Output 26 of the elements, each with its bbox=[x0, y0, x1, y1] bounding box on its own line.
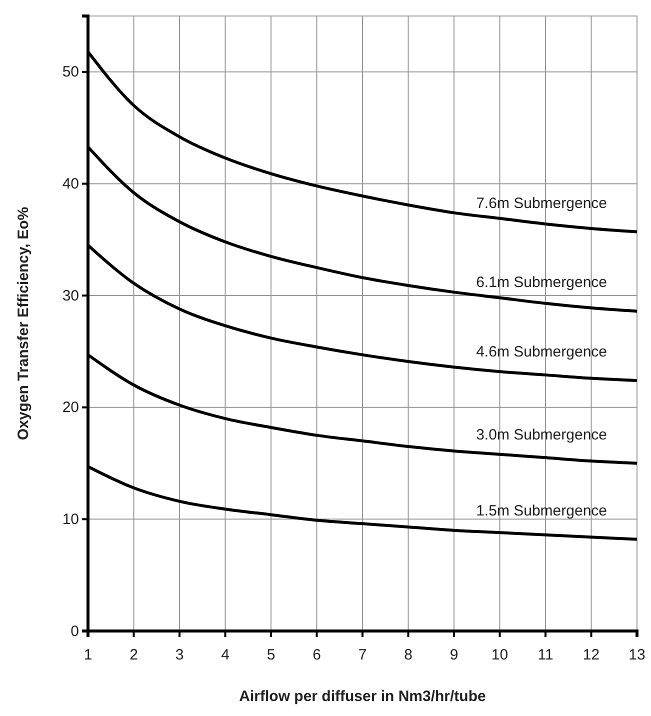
x-axis-title: Airflow per diffuser in Nm3/hr/tube bbox=[239, 688, 486, 705]
y-tick-label: 30 bbox=[62, 287, 79, 304]
x-tick-label: 5 bbox=[266, 646, 276, 664]
x-tick-label: 10 bbox=[491, 646, 508, 664]
series-label: 7.6m Submergence bbox=[476, 194, 607, 212]
x-tick-label: 6 bbox=[312, 646, 321, 664]
y-tick-label: 20 bbox=[62, 399, 79, 416]
series-label: 3.0m Submergence bbox=[476, 426, 607, 444]
x-tick-label: 4 bbox=[221, 646, 230, 664]
y-tick-label: 40 bbox=[62, 176, 79, 193]
y-tick-label: 50 bbox=[62, 64, 79, 81]
series-label: 1.5m Submergence bbox=[476, 502, 607, 520]
x-tick-label: 1 bbox=[84, 646, 92, 664]
y-tick-label: 0 bbox=[70, 622, 79, 640]
x-tick-label: 13 bbox=[628, 646, 646, 664]
y-tick-label: 10 bbox=[62, 510, 79, 528]
series-label: 4.6m Submergence bbox=[476, 344, 607, 361]
x-tick-label: 12 bbox=[582, 646, 600, 664]
x-tick-label: 2 bbox=[130, 646, 138, 664]
x-tick-label: 9 bbox=[450, 646, 458, 664]
x-tick-label: 11 bbox=[538, 646, 554, 664]
x-tick-label: 8 bbox=[404, 646, 412, 664]
x-tick-label: 3 bbox=[175, 646, 184, 664]
x-tick-label: 7 bbox=[358, 646, 367, 664]
series-label: 6.1m Submergence bbox=[476, 274, 607, 292]
y-axis-title: Oxygen Transfer Efficiency, Eo% bbox=[15, 206, 32, 440]
